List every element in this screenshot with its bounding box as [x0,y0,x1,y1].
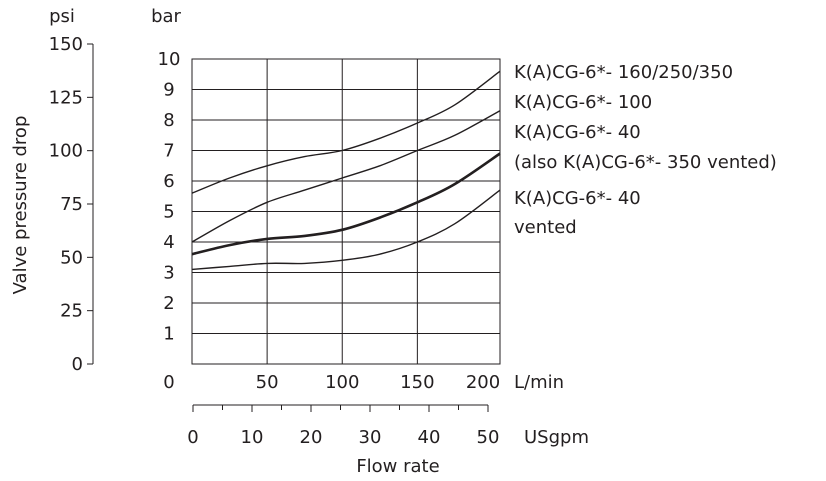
gpm-axis: 0 10 20 30 40 50 [187,404,500,448]
psi-tick-label: 100 [49,141,83,162]
psi-axis: 150 125 100 75 50 25 0 [49,34,94,375]
x-axis-title: Flow rate [356,456,439,477]
gpm-unit-label: USgpm [524,427,589,448]
bar-tick-label: 9 [163,80,174,101]
y-axis-title: Valve pressure drop [10,116,31,295]
lpm-unit-label: L/min [514,372,564,393]
lpm-tick-label: 200 [466,372,500,393]
gpm-tick-label: 50 [477,427,500,448]
bar-tick-label: 8 [163,110,174,131]
gpm-tick-label: 0 [187,427,198,448]
bar-tick-label: 3 [163,263,174,284]
series-line-2 [191,110,501,243]
lpm-tick-label: 50 [256,372,279,393]
gpm-tick-label: 20 [300,427,323,448]
series-label: K(A)CG-6*- 160/250/350 [514,62,733,83]
series-label: (also K(A)CG-6*- 350 vented) [514,152,777,173]
bar-tick-label: 1 [163,324,174,345]
bar-tick-label: 4 [163,232,174,253]
psi-tick-label: 150 [49,34,83,55]
series-label: K(A)CG-6*- 40 [514,188,641,209]
series-label: K(A)CG-6*- 100 [514,92,652,113]
gpm-tick-label: 30 [359,427,382,448]
gpm-tick-label: 10 [241,427,264,448]
series-label: K(A)CG-6*- 40 [514,122,641,143]
bar-tick-label: 6 [163,171,174,192]
lpm-tick-label: 100 [325,372,359,393]
gpm-tick-label: 40 [418,427,441,448]
psi-tick-label: 25 [60,301,83,322]
lpm-axis: 0 50 100 150 200 [163,372,500,393]
psi-tick-label: 125 [49,87,83,108]
psi-tick-label: 75 [60,194,83,215]
bar-tick-label: 10 [158,49,181,70]
series-line-4 [191,189,501,271]
psi-tick-label: 50 [60,247,83,268]
bar-axis: 10 9 8 7 6 5 4 3 2 1 [158,49,181,345]
bar-unit-label: bar [151,6,181,27]
series-line-1 [191,70,501,194]
series-label: vented [514,217,577,238]
lpm-tick-label: 0 [163,372,174,393]
psi-unit-label: psi [49,6,75,27]
series-line-3 [191,152,501,256]
curves [191,70,501,271]
bar-tick-label: 2 [163,293,174,314]
bar-tick-label: 5 [163,202,174,223]
bar-tick-label: 7 [163,141,174,162]
psi-tick-label: 0 [72,354,83,375]
lpm-tick-label: 150 [400,372,434,393]
series-labels: K(A)CG-6*- 160/250/350 K(A)CG-6*- 100 K(A)… [514,62,777,238]
